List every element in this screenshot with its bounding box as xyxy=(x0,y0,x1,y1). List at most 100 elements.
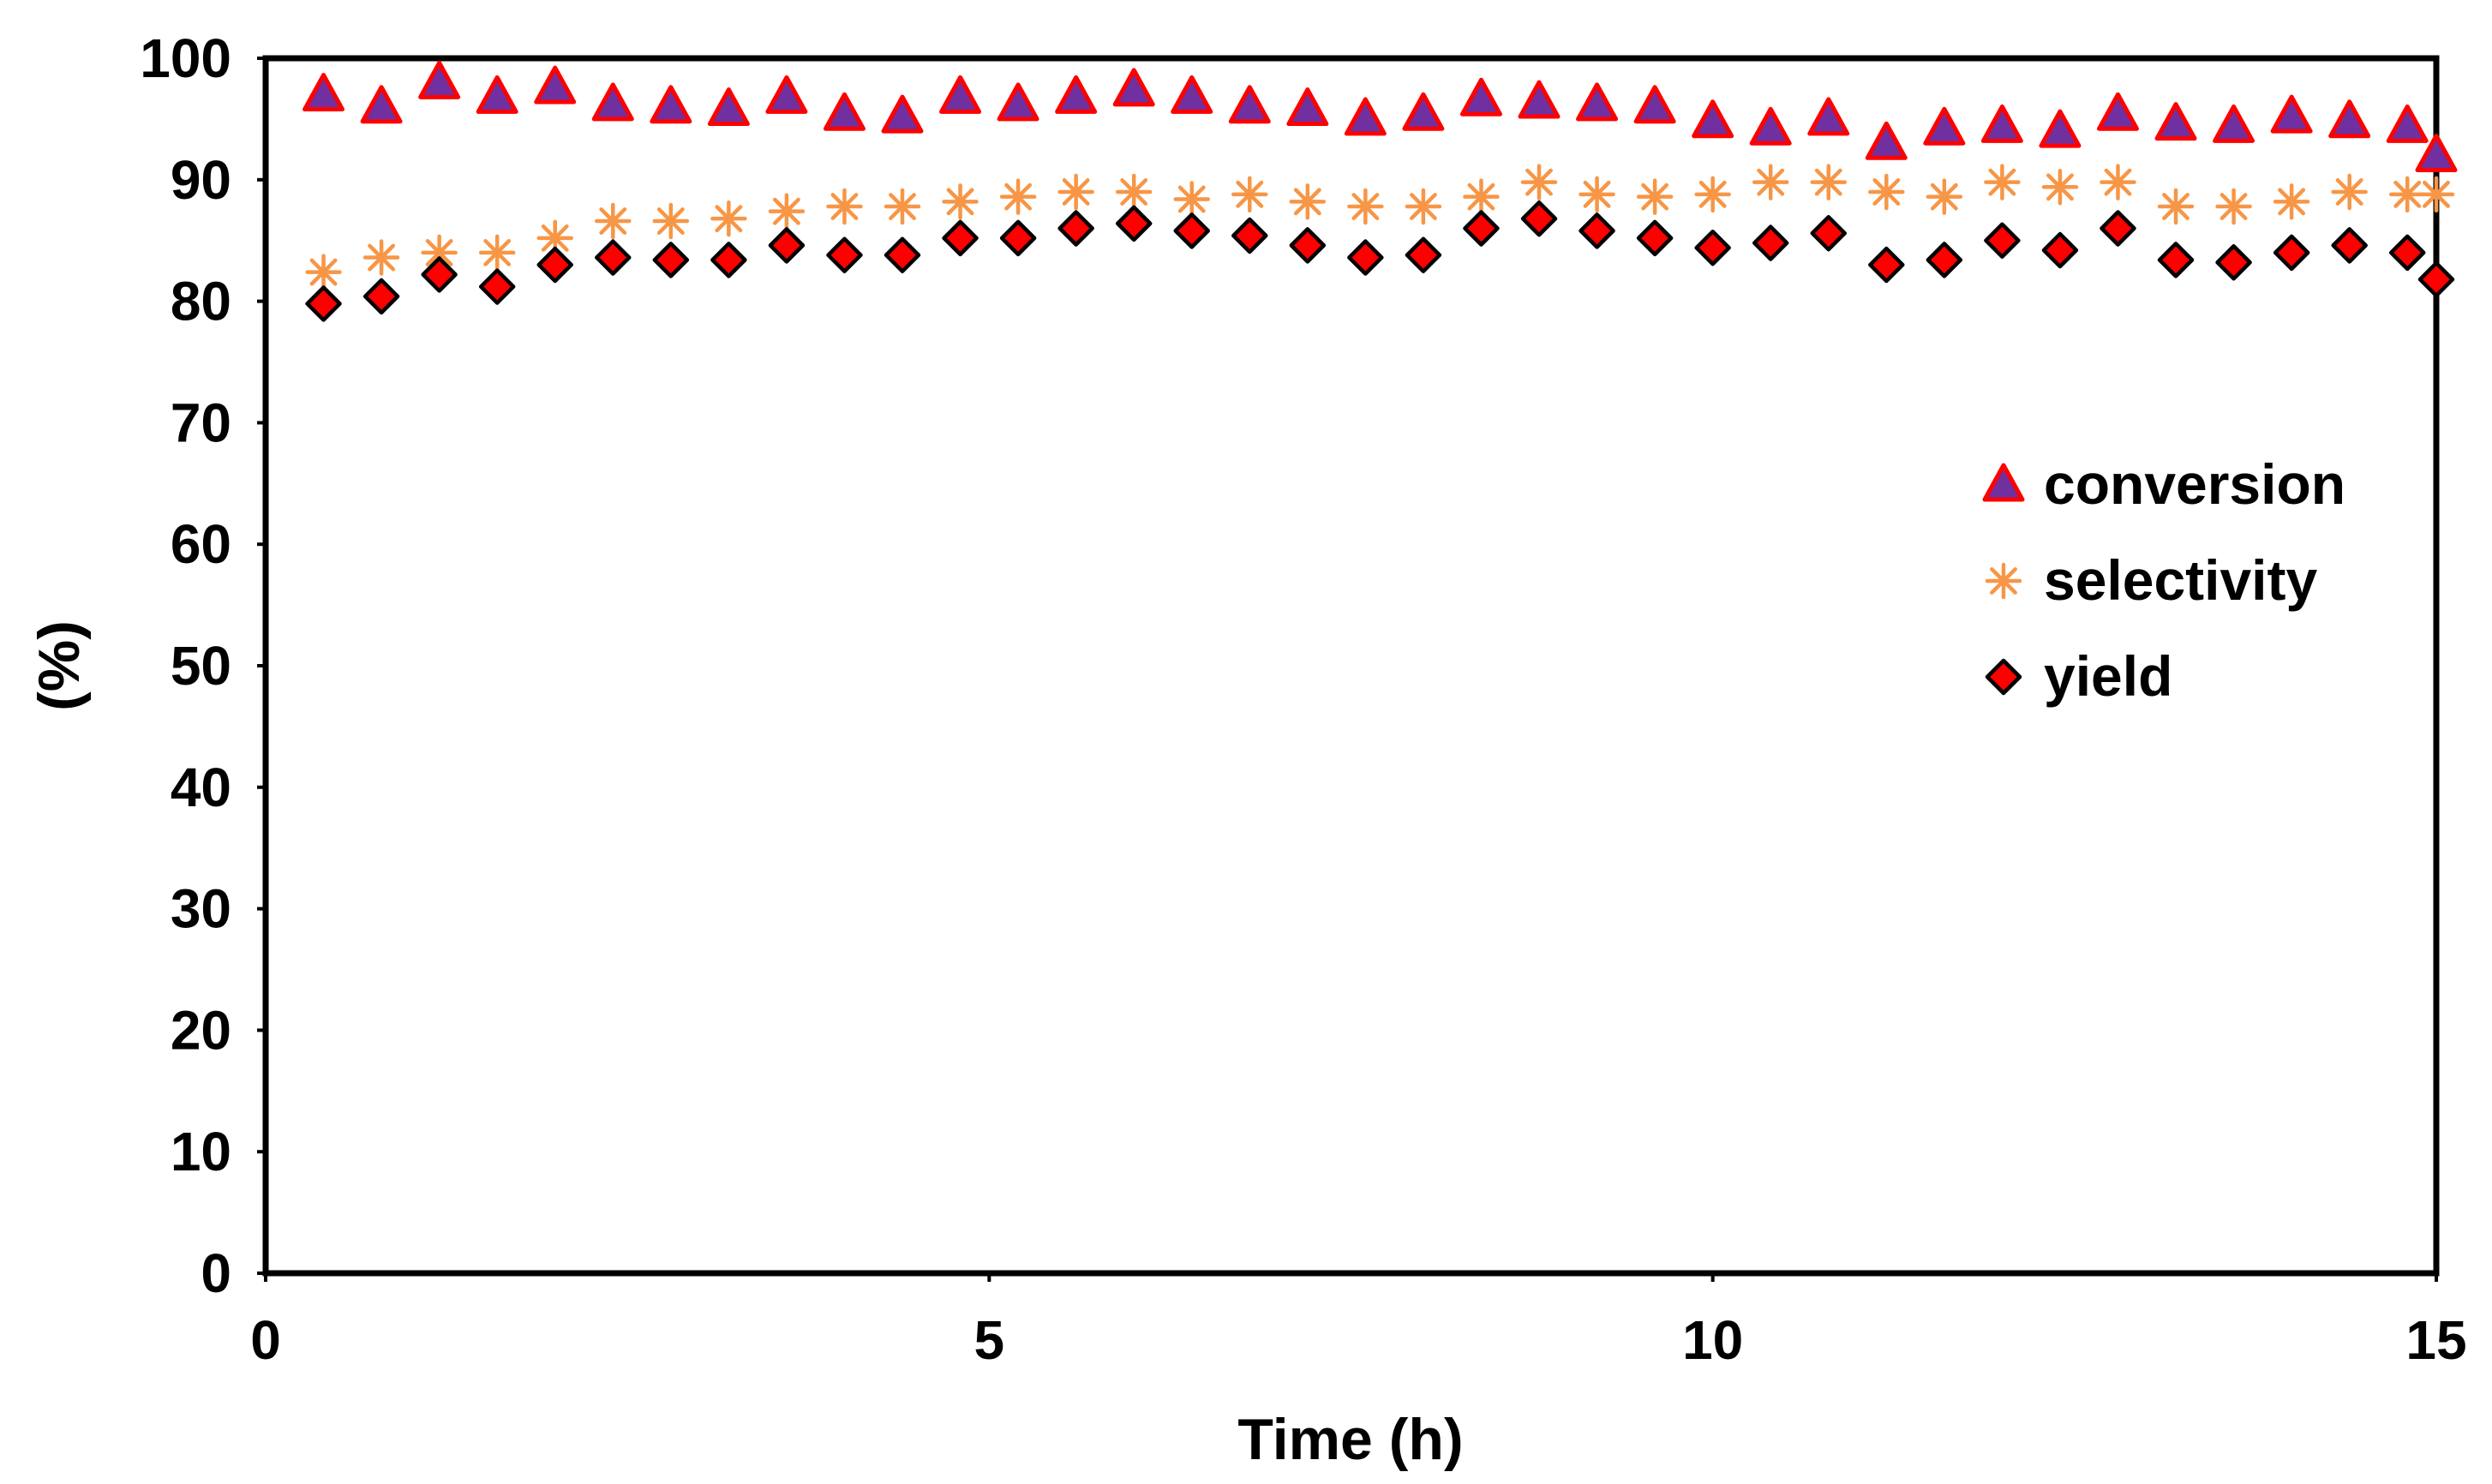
selectivity-point xyxy=(826,188,863,225)
selectivity-point xyxy=(1231,176,1268,213)
series-conversion xyxy=(303,60,2458,172)
conversion-point xyxy=(765,75,808,114)
conversion-point xyxy=(2270,94,2313,134)
y-tick-label: 30 xyxy=(171,878,231,940)
selectivity-point xyxy=(999,178,1037,215)
conversion-point xyxy=(1923,106,1966,146)
conversion-point xyxy=(360,85,403,124)
yield-point xyxy=(2388,234,2426,272)
legend-item-conversion: conversion xyxy=(1982,452,2345,516)
yield-point xyxy=(1405,236,1442,273)
conversion-point xyxy=(1112,68,1155,107)
series-selectivity xyxy=(305,164,2455,290)
selectivity-point xyxy=(2331,173,2368,211)
y-axis-ticks: 0 10 20 30 40 50 60 70 80 90 100 xyxy=(140,27,266,1304)
selectivity-point xyxy=(2157,188,2195,225)
selectivity-point xyxy=(1405,188,1442,225)
y-tick-label: 10 xyxy=(171,1121,231,1182)
yield-point xyxy=(768,227,806,264)
selectivity-point xyxy=(1520,164,1558,200)
conversion-point xyxy=(303,73,345,112)
selectivity-point xyxy=(768,193,806,230)
selectivity-point xyxy=(1289,183,1327,220)
selectivity-point xyxy=(1347,188,1384,225)
selectivity-point xyxy=(1115,173,1153,211)
x-tick-label: 15 xyxy=(2405,1309,2466,1371)
conversion-point xyxy=(1576,82,1619,122)
yield-point xyxy=(1115,205,1153,242)
y-tick-label: 100 xyxy=(140,27,231,89)
yield-point xyxy=(1173,212,1210,249)
yield-point xyxy=(2157,242,2195,278)
yield-point xyxy=(595,239,632,276)
yield-point xyxy=(1926,242,1963,278)
y-axis-title: (%) xyxy=(27,620,92,711)
conversion-point xyxy=(2386,104,2429,143)
data-points xyxy=(303,60,2458,322)
yield-point xyxy=(1636,219,1674,257)
conversion-point xyxy=(1344,97,1387,136)
conversion-point xyxy=(1749,106,1792,146)
yield-point xyxy=(1231,217,1268,254)
selectivity-point xyxy=(1173,181,1210,218)
selectivity-point xyxy=(1057,173,1094,211)
x-tick-label: 0 xyxy=(250,1309,281,1371)
conversion-point xyxy=(534,65,577,105)
selectivity-point xyxy=(2100,164,2136,200)
legend-item-selectivity: selectivity xyxy=(1985,548,2317,612)
legend-marker-selectivity xyxy=(1985,562,2022,600)
selectivity-point xyxy=(595,202,632,240)
conversion-point xyxy=(591,82,634,122)
x-tick-label: 5 xyxy=(974,1309,1005,1371)
conversion-point xyxy=(2415,133,2458,172)
conversion-point xyxy=(1633,85,1676,124)
selectivity-point xyxy=(942,183,979,220)
conversion-point xyxy=(1228,85,1271,124)
yield-point xyxy=(478,268,516,305)
conversion-point xyxy=(1518,80,1560,119)
conversion-point xyxy=(1171,75,1213,114)
yield-point xyxy=(1347,239,1384,276)
yield-point xyxy=(2215,243,2252,281)
conversion-point xyxy=(939,75,982,114)
selectivity-point xyxy=(2215,188,2252,225)
selectivity-point xyxy=(1984,164,2021,200)
selectivity-point xyxy=(1578,176,1615,213)
yield-point xyxy=(2417,260,2455,298)
selectivity-point xyxy=(2041,169,2079,206)
legend-label: yield xyxy=(2044,644,2172,708)
legend-marker-conversion xyxy=(1982,463,2025,502)
yield-point xyxy=(1578,212,1615,249)
yield-point xyxy=(1694,229,1731,266)
yield-point xyxy=(999,219,1037,257)
y-tick-label: 20 xyxy=(171,999,231,1061)
legend-label: conversion xyxy=(2044,452,2345,516)
yield-point xyxy=(2273,234,2310,272)
x-tick-label: 10 xyxy=(1682,1309,1743,1371)
conversion-point xyxy=(650,85,692,124)
yield-point xyxy=(2331,227,2368,264)
legend: conversion selectivity yield xyxy=(1982,452,2345,708)
conversion-point xyxy=(418,60,461,99)
y-tick-label: 40 xyxy=(171,757,231,818)
selectivity-point xyxy=(710,200,747,237)
yield-point xyxy=(1752,224,1789,261)
yield-point xyxy=(826,236,863,273)
legend-label: selectivity xyxy=(2044,548,2317,612)
yield-point xyxy=(421,256,458,293)
y-tick-label: 70 xyxy=(171,392,231,453)
conversion-point xyxy=(476,75,518,114)
yield-point xyxy=(884,236,921,273)
selectivity-point xyxy=(2388,176,2426,213)
conversion-point xyxy=(1402,92,1445,131)
selectivity-point xyxy=(2273,183,2310,220)
legend-item-yield: yield xyxy=(1985,644,2172,708)
selectivity-point xyxy=(1463,178,1500,215)
yield-point xyxy=(305,285,342,322)
legend-marker-yield xyxy=(1985,658,2022,696)
conversion-point xyxy=(1459,77,1502,117)
conversion-point xyxy=(2039,109,2082,148)
conversion-point xyxy=(2213,104,2255,143)
selectivity-point xyxy=(1926,178,1963,215)
